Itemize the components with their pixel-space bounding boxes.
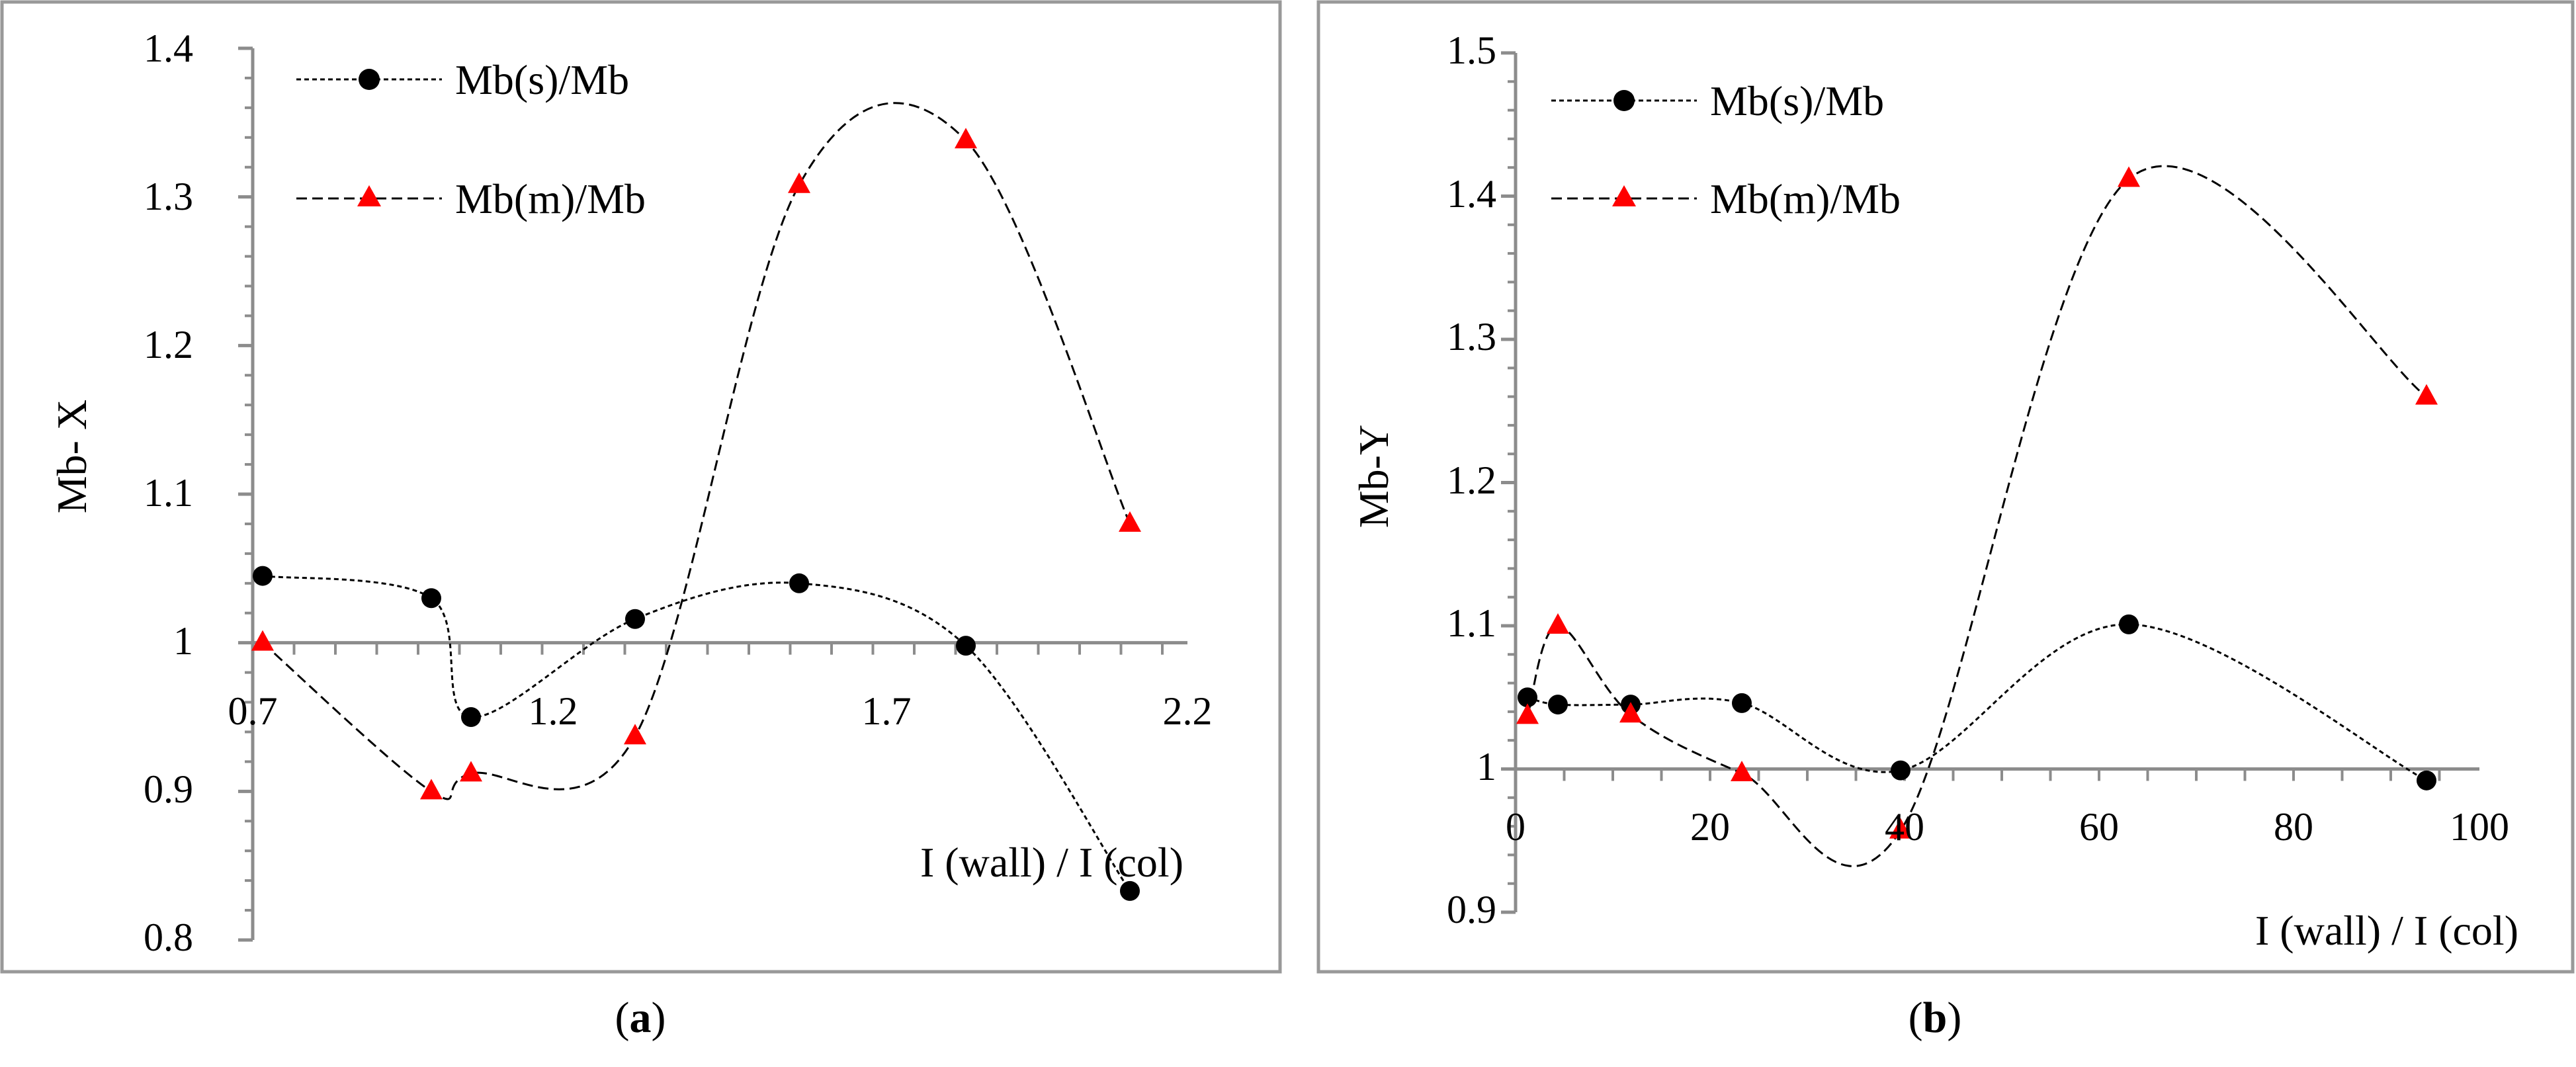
legend-marker-s <box>359 69 380 90</box>
data-point-s <box>1120 880 1140 901</box>
y-tick-label: 1.1 <box>1447 601 1496 645</box>
caption-b: (b) <box>1909 994 1962 1042</box>
legend-label-s: Mb(s)/Mb <box>1710 77 1884 124</box>
y-tick-label: 0.9 <box>144 767 193 811</box>
caption-close: ) <box>1947 994 1961 1042</box>
y-tick-label: 1.2 <box>144 323 193 366</box>
caption-letter: b <box>1923 994 1948 1042</box>
y-tick-labels-a: 1.4 1.3 1.2 1.1 1 0.9 0.8 <box>144 26 193 959</box>
x-tick-label: 60 <box>2079 805 2119 849</box>
x-axis-title-b: I (wall) / I (col) <box>2255 907 2518 954</box>
legend-marker-m <box>1612 185 1636 206</box>
x-tick-label: 1.2 <box>529 689 578 733</box>
x-tick-label: 80 <box>2274 805 2313 849</box>
x-tick-label: 20 <box>1690 805 1730 849</box>
data-point-s <box>2417 770 2436 790</box>
y-tick-label: 1.4 <box>144 26 193 70</box>
data-point-s <box>1518 687 1537 708</box>
data-point-m <box>2118 166 2140 187</box>
data-point-m <box>1547 613 1569 634</box>
markers-b <box>1516 166 2438 839</box>
y-tick-label: 0.9 <box>1447 888 1496 931</box>
axes-a <box>238 46 1187 942</box>
x-tick-label: 100 <box>2450 805 2509 849</box>
x-axis-title-a: I (wall) / I (col) <box>920 839 1183 886</box>
data-point-m <box>624 724 646 745</box>
legend-label-m: Mb(m)/Mb <box>1710 175 1901 222</box>
legend-marker-s <box>1613 90 1635 111</box>
data-point-m <box>460 761 482 782</box>
legend-a: Mb(s)/Mb Mb(m)/Mb <box>296 56 646 222</box>
caption-a: (a) <box>615 994 666 1042</box>
data-point-s <box>421 588 441 609</box>
data-point-m <box>2415 384 2438 405</box>
y-tick-label: 1.3 <box>1447 315 1496 359</box>
y-tick-label: 1 <box>1477 745 1496 789</box>
x-tick-label: 0 <box>1506 805 1525 849</box>
caption-letter: a <box>630 994 652 1042</box>
curves-b <box>1526 165 2427 867</box>
x-tick-label: 40 <box>1885 805 1924 849</box>
legend-label-s: Mb(s)/Mb <box>455 56 629 103</box>
data-point-s <box>461 707 481 727</box>
chart-frame-b <box>1316 0 2575 974</box>
data-point-m <box>1516 703 1539 724</box>
legend-marker-m <box>357 185 381 206</box>
legend-b: Mb(s)/Mb Mb(m)/Mb <box>1551 77 1901 222</box>
x-tick-label: 2.2 <box>1163 689 1213 733</box>
series-line-m <box>262 102 1131 800</box>
data-point-s <box>253 566 273 586</box>
caption-open: ( <box>615 994 630 1042</box>
x-tick-label: 0.7 <box>228 689 278 733</box>
markers-a <box>251 128 1141 901</box>
data-point-m <box>251 630 274 651</box>
y-tick-labels-b: 1.5 1.4 1.3 1.2 1.1 1 0.9 <box>1447 28 1496 931</box>
legend-label-m: Mb(m)/Mb <box>455 175 646 222</box>
data-point-s <box>1548 695 1568 715</box>
x-tick-label: 1.7 <box>862 689 912 733</box>
data-point-m <box>1731 760 1753 781</box>
y-tick-label: 1.1 <box>144 471 193 515</box>
chart-panel-b: 1.5 1.4 1.3 1.2 1.1 1 0.9 0 20 40 60 80 … <box>1316 0 2575 1042</box>
data-point-s <box>2119 614 2139 634</box>
y-tick-label: 1.3 <box>144 175 193 218</box>
data-point-s <box>1732 693 1752 713</box>
data-point-m <box>955 128 977 149</box>
data-point-s <box>1891 760 1911 781</box>
y-tick-label: 1.4 <box>1447 172 1496 216</box>
chart-frame-a <box>0 0 1282 974</box>
data-point-m <box>1119 511 1141 532</box>
caption-close: ) <box>652 994 666 1042</box>
data-point-m <box>420 779 443 800</box>
series-line-m <box>1526 165 2427 867</box>
data-point-s <box>956 636 976 656</box>
x-tick-labels-b: 0 20 40 60 80 100 <box>1506 805 2509 849</box>
caption-open: ( <box>1909 994 1923 1042</box>
x-tick-labels-a: 0.7 1.2 1.7 2.2 <box>228 689 1213 733</box>
axes-b <box>1501 51 2479 914</box>
y-tick-label: 1.2 <box>1447 458 1496 502</box>
y-tick-label: 1 <box>173 619 193 663</box>
series-line-s <box>1527 623 2427 782</box>
data-point-m <box>788 172 810 193</box>
data-point-m <box>1619 702 1642 723</box>
chart-panel-a: 1.4 1.3 1.2 1.1 1 0.9 0.8 0.7 1.2 1.7 2.… <box>0 0 1282 1042</box>
data-point-s <box>625 609 645 629</box>
y-axis-title-b: Mb-Y <box>1350 425 1397 528</box>
y-tick-label: 1.5 <box>1447 28 1496 72</box>
data-point-s <box>789 573 809 593</box>
y-axis-title-a: Mb- X <box>48 400 95 513</box>
curves-a <box>262 102 1131 892</box>
data-point-m <box>1889 818 1912 839</box>
series-line-s <box>262 575 1131 892</box>
y-tick-label: 0.8 <box>144 916 193 959</box>
